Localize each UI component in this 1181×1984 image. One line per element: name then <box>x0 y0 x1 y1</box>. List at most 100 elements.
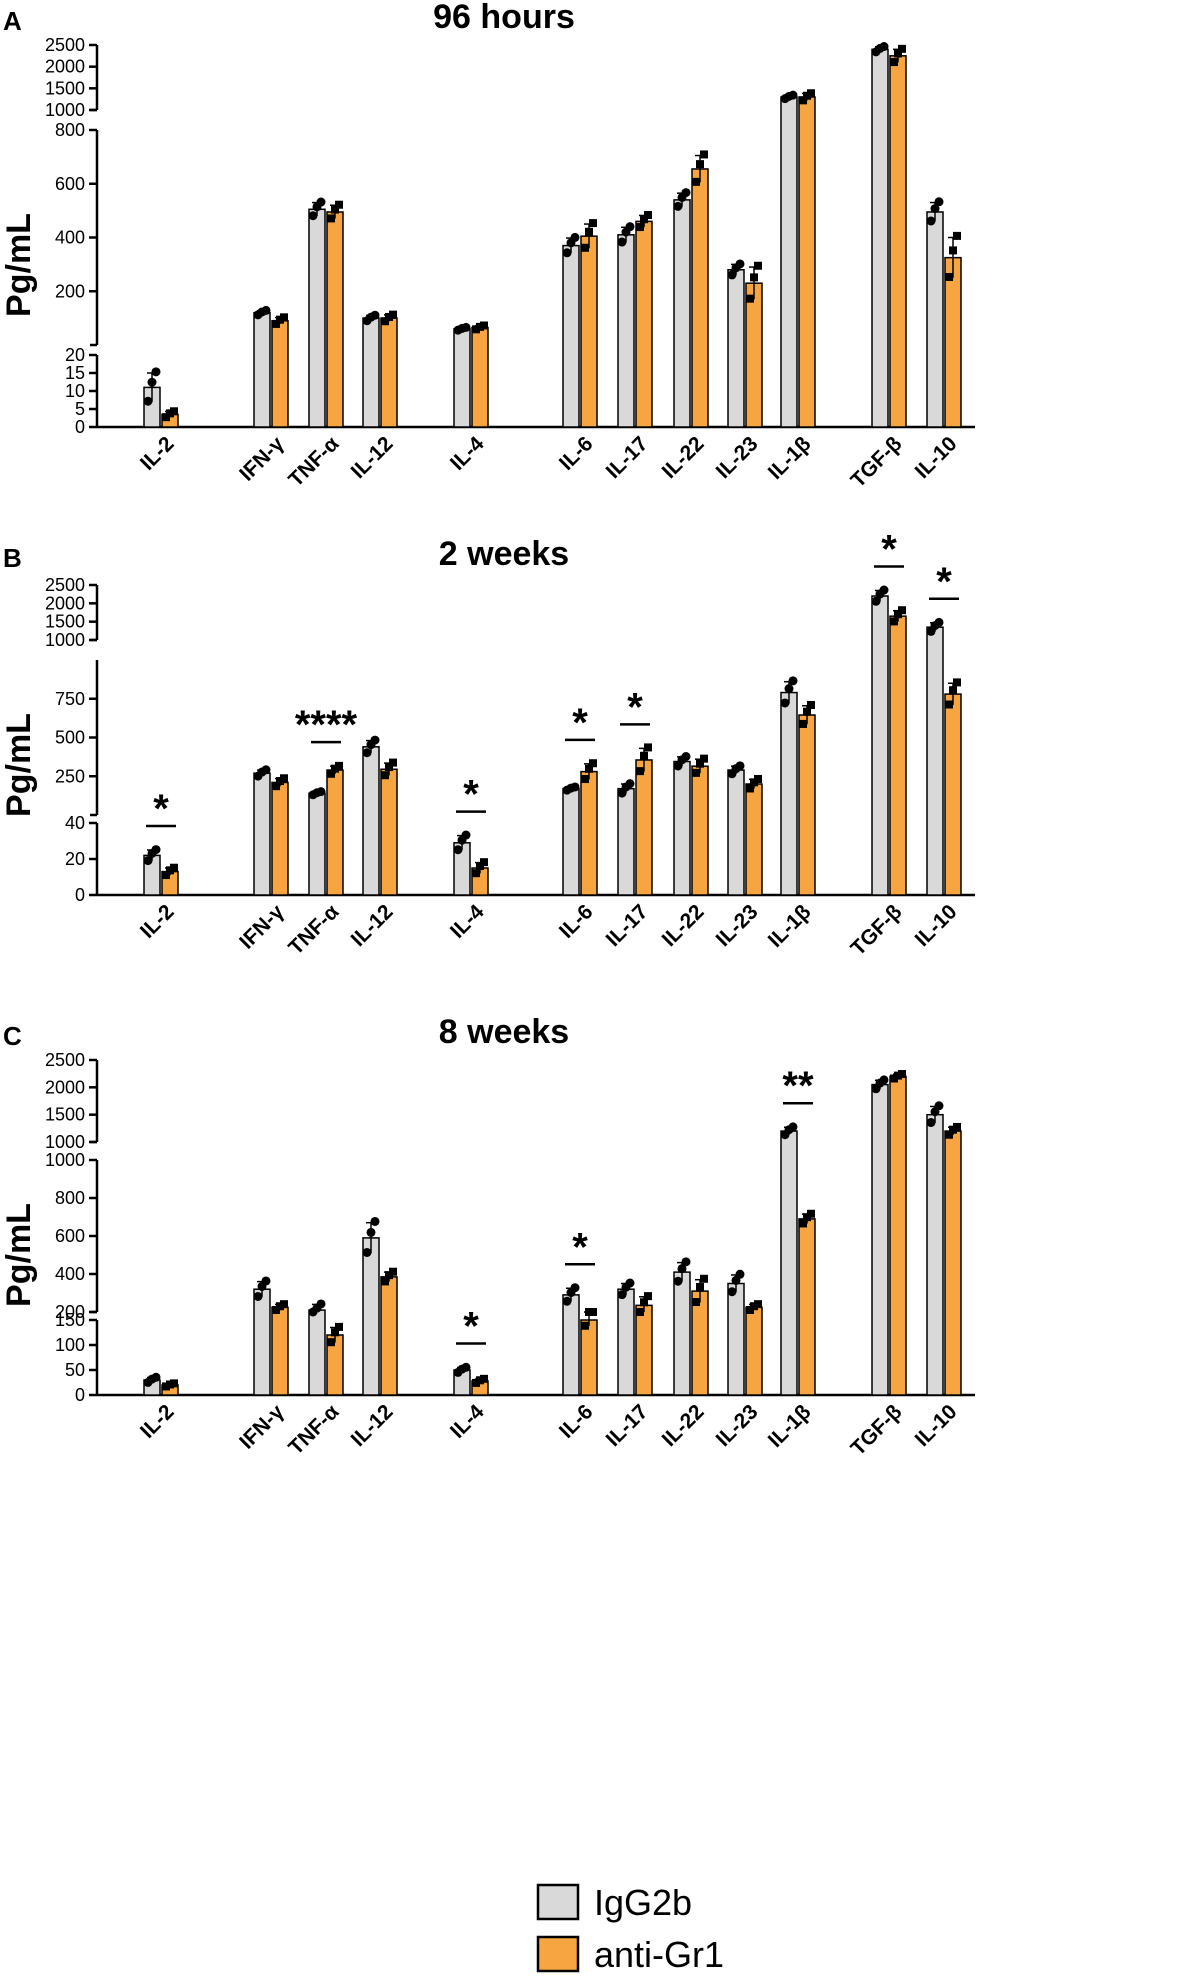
data-point-anti-gr1 <box>640 215 648 224</box>
category-label-ifn-gamma: IFN-γ <box>235 432 289 486</box>
y-tick-label: 1500 <box>45 1105 85 1125</box>
group-tgf-beta <box>871 1070 907 1396</box>
bar-anti-gr1-il-22 <box>691 1290 709 1396</box>
data-point-igg2b <box>562 1296 572 1306</box>
bar-anti-gr1-tgf-beta <box>889 1075 907 1396</box>
data-point-anti-gr1 <box>894 49 902 58</box>
y-tick-label: 2500 <box>45 1050 85 1070</box>
data-point-igg2b <box>151 367 161 377</box>
data-point-anti-gr1 <box>585 227 593 236</box>
group-il-4 <box>453 321 489 428</box>
data-point-igg2b <box>934 1101 944 1111</box>
data-point-anti-gr1 <box>581 243 589 252</box>
group-ifn-gamma <box>253 765 289 896</box>
data-point-igg2b <box>453 845 463 855</box>
data-point-igg2b <box>617 1290 627 1300</box>
bar-igg2b-il-12 <box>362 1237 380 1396</box>
data-point-igg2b <box>461 830 471 840</box>
bar-igg2b-ifn-gamma <box>253 1288 271 1396</box>
group-il-1beta <box>780 89 816 428</box>
data-point-igg2b <box>362 748 372 758</box>
bar-igg2b-il-6 <box>562 1294 580 1396</box>
data-point-anti-gr1 <box>381 771 389 780</box>
category-label-il-23: IL-23 <box>712 900 763 951</box>
panel-letter: C <box>3 1021 22 1051</box>
data-point-anti-gr1 <box>890 58 898 67</box>
bar-igg2b-il-1beta <box>780 691 798 896</box>
data-point-igg2b <box>461 322 471 332</box>
bar-igg2b-il-17 <box>617 1288 635 1396</box>
data-point-anti-gr1 <box>953 678 961 687</box>
data-point-igg2b <box>735 259 745 269</box>
category-label-il-1beta: IL-1β <box>764 432 816 484</box>
group-tgf-beta <box>871 585 907 896</box>
data-point-igg2b <box>788 676 798 686</box>
data-point-anti-gr1 <box>692 177 700 186</box>
data-point-igg2b <box>926 1118 936 1128</box>
y-tick-label: 20 <box>65 345 85 365</box>
data-point-anti-gr1 <box>945 700 953 709</box>
bar-anti-gr1-il-17 <box>635 1304 653 1396</box>
data-point-anti-gr1 <box>696 160 704 169</box>
group-il-6 <box>562 219 598 428</box>
data-point-igg2b <box>316 787 326 797</box>
data-point-igg2b <box>735 761 745 771</box>
group-tnf-alpha <box>308 1299 344 1396</box>
group-ifn-gamma <box>253 305 289 428</box>
y-tick-label: 400 <box>55 1264 85 1284</box>
data-point-anti-gr1 <box>636 1308 644 1316</box>
group-il-10 <box>926 1101 962 1396</box>
bar-anti-gr1-il-10 <box>944 256 962 428</box>
category-label-tgf-beta: TGF-β <box>847 1400 907 1460</box>
y-tick-label: 200 <box>55 281 85 301</box>
category-label-ifn-gamma: IFN-γ <box>235 1400 289 1454</box>
data-point-anti-gr1 <box>953 231 961 240</box>
data-point-anti-gr1 <box>754 261 762 270</box>
data-point-anti-gr1 <box>381 1277 389 1286</box>
data-point-igg2b <box>316 197 326 207</box>
data-point-igg2b <box>370 310 380 320</box>
data-point-anti-gr1 <box>898 44 906 53</box>
group-il-12 <box>362 310 398 428</box>
data-point-anti-gr1 <box>272 319 280 328</box>
data-point-anti-gr1 <box>335 200 343 209</box>
significance-label: * <box>572 701 588 745</box>
category-label-il-17: IL-17 <box>602 1400 653 1451</box>
legend-swatch-igg2b <box>536 1883 580 1921</box>
data-point-anti-gr1 <box>162 871 170 880</box>
data-point-anti-gr1 <box>335 761 343 770</box>
data-point-igg2b <box>727 1287 737 1297</box>
panel-title: 2 weeks <box>439 535 569 573</box>
data-point-igg2b <box>930 204 940 214</box>
bar-igg2b-il-23 <box>727 269 745 428</box>
bar-igg2b-tnf-alpha <box>308 208 326 428</box>
data-point-igg2b <box>625 779 635 789</box>
bar-anti-gr1-il-10 <box>944 1130 962 1396</box>
group-il-12 <box>362 1216 398 1396</box>
data-point-igg2b <box>788 1122 798 1132</box>
data-point-anti-gr1 <box>589 759 597 768</box>
data-point-anti-gr1 <box>799 1219 807 1228</box>
category-label-il-12: IL-12 <box>347 432 398 483</box>
category-label-ifn-gamma: IFN-γ <box>235 900 289 954</box>
data-point-anti-gr1 <box>280 1300 288 1309</box>
y-axis-label: Pg/mL <box>0 1203 38 1307</box>
data-point-anti-gr1 <box>170 1379 178 1388</box>
data-point-anti-gr1 <box>644 743 652 752</box>
bar-anti-gr1-il-1beta <box>798 96 816 428</box>
data-point-anti-gr1 <box>807 700 815 709</box>
category-label-il-10: IL-10 <box>911 1400 962 1451</box>
bar-igg2b-il-22 <box>673 760 691 896</box>
data-point-igg2b <box>261 765 271 775</box>
y-tick-label: 40 <box>65 813 85 833</box>
group-tgf-beta <box>871 42 907 428</box>
bar-igg2b-il-10 <box>926 211 944 428</box>
bar-anti-gr1-il-23 <box>745 282 763 428</box>
bar-anti-gr1-il-6 <box>580 770 598 896</box>
bar-igg2b-tgf-beta <box>871 1083 889 1396</box>
data-point-anti-gr1 <box>754 1300 762 1309</box>
data-point-anti-gr1 <box>170 407 178 416</box>
y-tick-label: 500 <box>55 728 85 748</box>
bar-anti-gr1-il-1beta <box>798 1218 816 1396</box>
